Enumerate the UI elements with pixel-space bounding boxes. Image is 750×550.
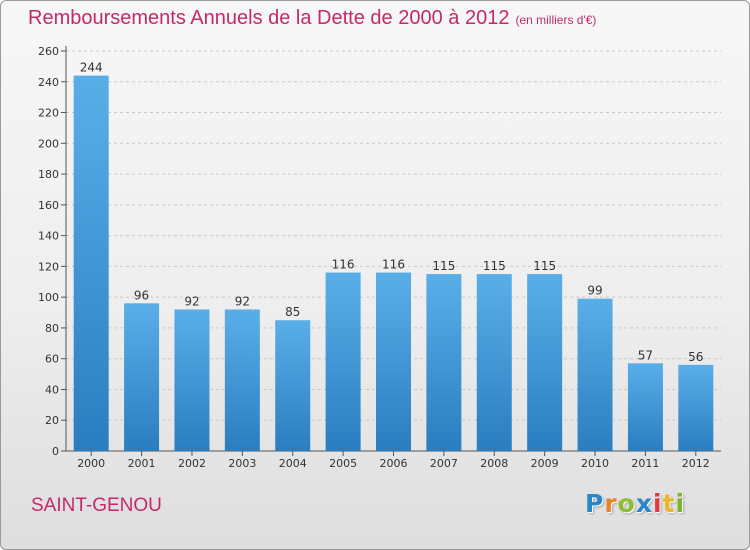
bar[interactable] <box>426 274 462 451</box>
logo-letter: o <box>617 489 636 518</box>
data-label: 115 <box>533 259 556 273</box>
x-tick-label: 2010 <box>581 457 609 470</box>
logo-letter: r <box>604 489 618 518</box>
y-tick-label: 100 <box>38 291 59 304</box>
x-tick-label: 2011 <box>631 457 659 470</box>
bar[interactable] <box>124 303 160 451</box>
x-tick-label: 2000 <box>77 457 105 470</box>
bar[interactable] <box>476 274 512 451</box>
logo-letter: P <box>585 489 605 518</box>
commune-name: SAINT-GENOU <box>31 495 162 516</box>
logo-letter: t <box>662 489 676 518</box>
x-tick-label: 2006 <box>380 457 408 470</box>
chart-title-text: Remboursements Annuels de la Dette de 20… <box>28 7 510 29</box>
bar[interactable] <box>224 309 260 451</box>
bar[interactable] <box>174 309 210 451</box>
x-tick-label: 2004 <box>279 457 307 470</box>
y-tick-label: 140 <box>38 230 59 243</box>
x-tick-label: 2003 <box>228 457 256 470</box>
logo-letter: i <box>675 489 686 518</box>
data-label: 116 <box>332 258 355 272</box>
y-tick-label: 20 <box>45 414 59 427</box>
data-label: 96 <box>134 288 149 302</box>
x-tick-label: 2008 <box>480 457 508 470</box>
y-tick-label: 200 <box>38 137 59 150</box>
bar[interactable] <box>627 363 663 451</box>
x-tick-label: 2009 <box>531 457 559 470</box>
logo-letter: i <box>653 489 663 518</box>
chart-unit: (en milliers d'€) <box>515 13 597 27</box>
bar[interactable] <box>678 364 714 451</box>
data-label: 99 <box>587 284 602 298</box>
data-label: 115 <box>432 259 455 273</box>
data-label: 244 <box>80 61 103 75</box>
y-tick-label: 220 <box>38 107 59 120</box>
logo-letter: x <box>635 489 653 518</box>
proxiti-logo[interactable]: Proxiti <box>585 489 685 518</box>
x-tick-label: 2001 <box>128 457 156 470</box>
y-tick-label: 80 <box>45 322 59 335</box>
bar[interactable] <box>376 272 411 451</box>
data-label: 92 <box>184 294 199 308</box>
x-tick-label: 2007 <box>430 457 458 470</box>
bar[interactable] <box>275 320 311 451</box>
data-label: 85 <box>285 305 300 319</box>
x-tick-label: 2012 <box>682 457 710 470</box>
y-tick-label: 0 <box>52 445 59 458</box>
bar[interactable] <box>325 272 361 451</box>
y-tick-label: 240 <box>38 76 59 89</box>
data-label: 115 <box>483 259 506 273</box>
x-tick-label: 2005 <box>329 457 357 470</box>
bar[interactable] <box>73 75 109 451</box>
bar[interactable] <box>577 298 613 451</box>
chart-title: Remboursements Annuels de la Dette de 20… <box>28 7 596 30</box>
data-label: 56 <box>688 350 703 364</box>
y-tick-label: 160 <box>38 199 59 212</box>
bar[interactable] <box>527 274 563 451</box>
x-tick-label: 2002 <box>178 457 206 470</box>
y-tick-label: 120 <box>38 260 59 273</box>
data-label: 92 <box>235 294 250 308</box>
y-tick-label: 260 <box>38 45 59 58</box>
data-label: 57 <box>638 348 653 362</box>
y-tick-label: 180 <box>38 168 59 181</box>
data-label: 116 <box>382 258 405 272</box>
y-tick-label: 60 <box>45 353 59 366</box>
y-tick-label: 40 <box>45 383 59 396</box>
